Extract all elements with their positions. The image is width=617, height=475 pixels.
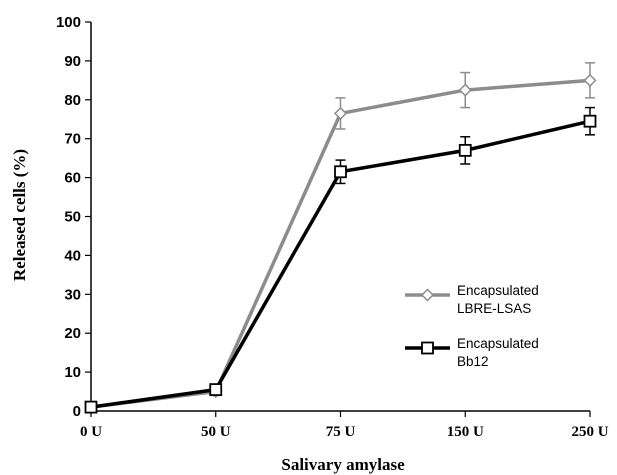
y-tick-label: 30 — [64, 286, 81, 303]
data-point — [458, 83, 472, 97]
series-2 — [84, 106, 597, 414]
data-point — [334, 165, 347, 179]
legend-label: Encapsulated Bb12 — [457, 336, 539, 369]
data-point — [583, 114, 597, 128]
y-tick-label: 20 — [64, 325, 81, 342]
legend-item-2: Encapsulated Bb12 — [405, 336, 539, 369]
x-tick-label: 0 U — [80, 424, 102, 440]
data-point — [84, 400, 98, 414]
y-tick-label: 100 — [56, 14, 81, 31]
y-tick-label: 80 — [64, 92, 81, 109]
x-tick-label: 50 U — [201, 424, 231, 440]
legend-swatch-marker — [421, 341, 434, 355]
x-tick-label: 250 U — [571, 424, 608, 440]
axes — [90, 22, 590, 412]
y-tick-label: 60 — [64, 170, 81, 187]
series-1 — [84, 62, 597, 414]
legend-item-1: Encapsulated LBRE-LSAS — [405, 283, 539, 316]
x-tick-label: 150 U — [447, 424, 484, 440]
data-point — [458, 143, 472, 157]
y-tick-label: 90 — [64, 53, 81, 70]
legend-swatch-marker — [420, 288, 435, 302]
data-point — [209, 383, 223, 397]
y-ticks: 0 10 20 30 40 50 60 70 80 90 100 — [56, 14, 91, 420]
y-tick-label: 0 — [73, 403, 81, 420]
y-tick-label: 50 — [64, 209, 81, 226]
y-tick-label: 40 — [64, 247, 81, 264]
series-layer — [84, 62, 597, 414]
legend: Encapsulated LBRE-LSAS Encapsulated Bb12 — [405, 283, 539, 369]
y-tick-label: 10 — [64, 364, 81, 381]
y-axis-title: Released cells (%) — [10, 149, 29, 281]
legend-label: Encapsulated LBRE-LSAS — [457, 283, 539, 316]
data-point — [333, 106, 348, 120]
data-point — [583, 73, 597, 87]
x-tick-label: 75 U — [326, 424, 356, 440]
x-axis-title: Salivary amylase — [281, 455, 405, 474]
x-ticks: 0 U 50 U 75 U 150 U 250 U — [80, 411, 609, 440]
y-tick-label: 70 — [64, 131, 81, 148]
